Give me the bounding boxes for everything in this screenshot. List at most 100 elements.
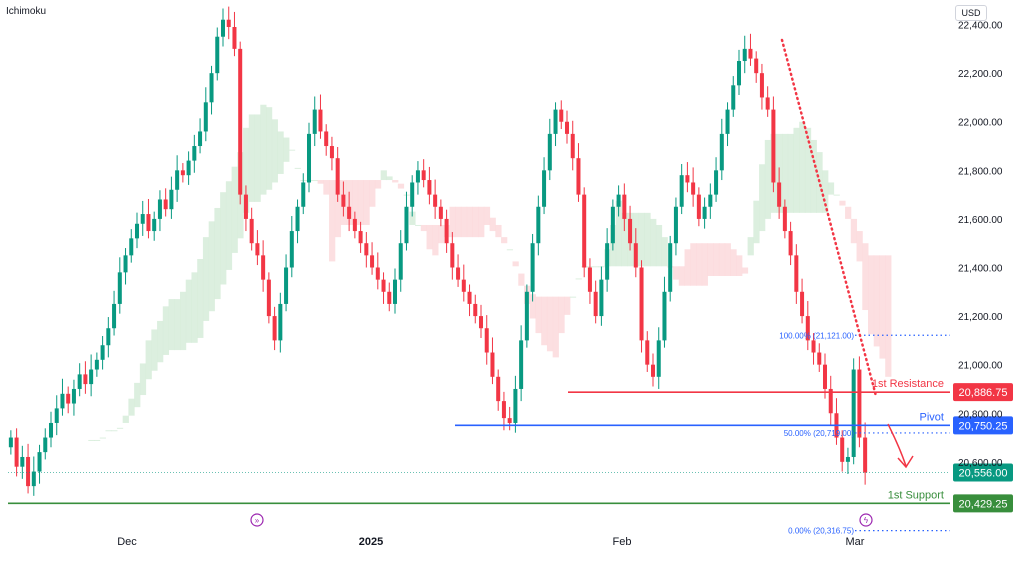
cloud-segment (248, 114, 256, 202)
cloud-segment (724, 243, 731, 276)
last-price-tag (953, 463, 1013, 482)
cloud-segment (225, 181, 233, 270)
candle-body (628, 218, 633, 244)
candle-body (94, 359, 99, 370)
candle-body (668, 243, 673, 292)
candle-body (759, 73, 764, 98)
candle-body (610, 206, 615, 244)
candle-body (828, 388, 833, 414)
candle-body (524, 291, 529, 341)
cloud-segment (134, 382, 141, 408)
cloud-segment (495, 224, 502, 238)
candle-body (570, 133, 575, 159)
cloud-segment (661, 237, 668, 267)
level-price-tag (953, 383, 1013, 402)
cloud-segment (541, 296, 548, 346)
candle-body (392, 279, 398, 304)
candle-body (209, 73, 214, 103)
candle-body (800, 291, 805, 317)
candle-body (599, 279, 604, 317)
cloud-segment (512, 261, 519, 267)
candle-body (272, 316, 277, 341)
candle-body (100, 345, 105, 360)
candle-body (650, 364, 656, 377)
candle-body (467, 291, 472, 304)
candle-body (14, 437, 19, 467)
cloud-segment (231, 166, 238, 253)
candle-body (123, 255, 128, 273)
cloud-segment (151, 329, 158, 371)
cloud-segment (111, 430, 118, 432)
currency-button[interactable]: USD (955, 5, 987, 21)
candle-body (564, 121, 570, 134)
candle-body (547, 133, 552, 171)
cloud-segment (799, 121, 806, 213)
cloud-segment (478, 206, 485, 238)
candle-body (530, 243, 535, 292)
candle-body (152, 218, 157, 232)
chart-icons: » ϟ (250, 513, 873, 527)
cloud-segment (472, 206, 479, 238)
x-tick-label: Mar (846, 536, 865, 548)
candle-body (519, 340, 524, 389)
cloud-segment (644, 212, 651, 267)
candle-body (822, 364, 828, 389)
cloud-segment (650, 218, 657, 267)
candle-body (146, 214, 151, 232)
y-tick-label: 21,200.00 (958, 312, 1003, 323)
candle-body (289, 231, 294, 268)
cloud-segment (374, 180, 382, 189)
cloud-segment (707, 243, 714, 276)
time-axis[interactable]: Dec 2025 Feb Mar (117, 536, 865, 548)
cloud-segment (420, 224, 428, 232)
cloud-segment (638, 212, 645, 267)
cloud-segment (546, 296, 554, 352)
projection-arrow (887, 423, 914, 469)
candle-body (536, 206, 541, 244)
candle-body (553, 109, 558, 134)
candle-body (576, 158, 581, 195)
candle-body (433, 194, 438, 207)
cloud-segment (157, 320, 164, 363)
candle-body (60, 393, 65, 409)
cloud-segment (94, 439, 101, 441)
candle-body (731, 85, 736, 110)
candle-body (559, 109, 564, 122)
cloud-segment (334, 180, 342, 238)
candle-body (238, 48, 243, 195)
level-price-label: 20,886.75 (959, 387, 1008, 399)
candle-body (352, 218, 357, 232)
x-tick-label: 2025 (359, 536, 383, 548)
candle-body (186, 160, 191, 176)
candle-body (708, 194, 713, 207)
candle-body (198, 131, 203, 147)
y-tick-label: 20,800.00 (958, 409, 1003, 420)
candle-body (312, 109, 317, 134)
cloud-segment (466, 206, 473, 238)
cloud-segment (713, 243, 720, 276)
candle-body (306, 133, 312, 183)
cloud-segment (409, 211, 416, 225)
arrow-head (897, 455, 914, 469)
x-tick-label: Feb (613, 536, 632, 548)
candle-body (777, 182, 782, 207)
cloud-segment (862, 243, 869, 311)
candle-body (863, 437, 868, 473)
candle-body (725, 109, 730, 134)
cloud-segment (816, 152, 823, 213)
candle-body (507, 418, 512, 423)
cloud-segment (506, 249, 514, 251)
trendline (780, 38, 878, 398)
candle-body (496, 376, 501, 402)
candle-body (226, 19, 231, 28)
cloud-segment (873, 255, 880, 347)
candle-body (765, 97, 770, 110)
candle-body (203, 102, 208, 132)
candle-body (593, 291, 598, 317)
candle-body (645, 340, 650, 365)
price-axis[interactable]: 20,600.00 20,800.00 21,000.00 21,200.00 21,4… (958, 21, 1003, 469)
y-tick-label: 22,200.00 (958, 69, 1003, 80)
cloud-segment (569, 296, 577, 298)
candle-body (771, 109, 776, 183)
